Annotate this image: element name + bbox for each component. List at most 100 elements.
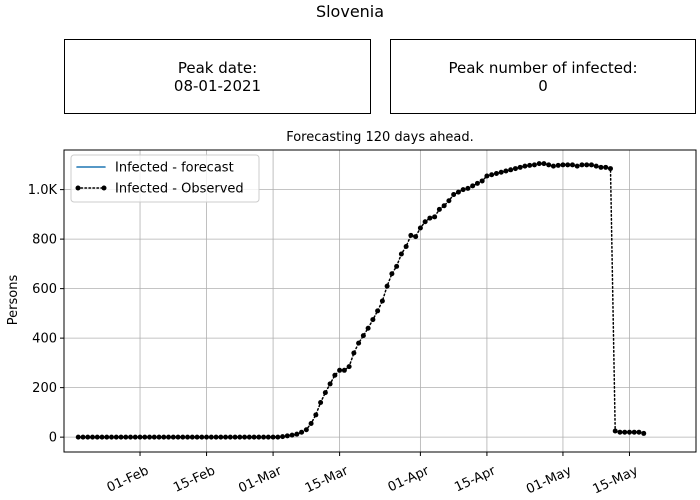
data-point bbox=[360, 333, 366, 339]
x-tick-label: 01-Mar bbox=[236, 463, 284, 496]
data-point bbox=[479, 178, 485, 184]
y-tick-label: 200 bbox=[32, 381, 57, 396]
data-point bbox=[132, 434, 138, 440]
data-point bbox=[299, 429, 305, 435]
data-point bbox=[565, 162, 571, 168]
data-point bbox=[603, 164, 609, 170]
data-point bbox=[598, 164, 604, 170]
figure-title: Slovenia bbox=[315, 2, 385, 21]
data-point bbox=[379, 298, 385, 304]
data-point bbox=[403, 244, 409, 250]
data-point bbox=[194, 434, 200, 440]
data-point bbox=[289, 432, 295, 438]
x-tick-label: 01-Apr bbox=[386, 463, 432, 495]
data-point bbox=[408, 232, 414, 238]
data-point bbox=[398, 251, 404, 257]
series-layer bbox=[75, 161, 647, 440]
legend-marker bbox=[75, 185, 81, 191]
data-point bbox=[175, 434, 181, 440]
data-point bbox=[641, 430, 647, 436]
chart-title: Forecasting 120 days ahead. bbox=[286, 130, 474, 145]
data-point bbox=[546, 162, 552, 168]
data-point bbox=[427, 215, 433, 221]
data-point bbox=[218, 434, 224, 440]
data-point bbox=[147, 434, 153, 440]
data-point bbox=[213, 434, 219, 440]
data-point bbox=[593, 163, 599, 169]
data-point bbox=[474, 180, 480, 186]
data-point bbox=[189, 434, 195, 440]
data-point bbox=[617, 429, 623, 435]
y-tick-label: 400 bbox=[32, 332, 57, 347]
y-tick-label: 800 bbox=[32, 233, 57, 248]
data-point bbox=[384, 283, 390, 289]
data-point bbox=[375, 308, 381, 314]
x-tick-label: 15-Apr bbox=[452, 463, 498, 495]
data-point bbox=[394, 263, 400, 269]
data-point bbox=[265, 434, 271, 440]
data-point bbox=[123, 434, 129, 440]
data-point bbox=[261, 434, 267, 440]
data-point bbox=[237, 434, 243, 440]
data-point bbox=[94, 434, 100, 440]
data-point bbox=[584, 162, 590, 168]
data-point bbox=[294, 431, 300, 437]
data-point bbox=[356, 340, 362, 346]
data-point bbox=[232, 434, 238, 440]
data-point bbox=[270, 434, 276, 440]
x-tick-label: 15-May bbox=[591, 463, 641, 497]
data-point bbox=[80, 434, 86, 440]
data-point bbox=[170, 434, 176, 440]
data-point bbox=[180, 434, 186, 440]
data-point bbox=[517, 164, 523, 170]
data-point bbox=[199, 434, 205, 440]
data-point bbox=[327, 381, 333, 387]
peak-infected-label: Peak number of infected: bbox=[448, 58, 638, 77]
data-point bbox=[151, 434, 157, 440]
data-point bbox=[550, 163, 556, 169]
data-point bbox=[470, 183, 476, 189]
data-point bbox=[227, 434, 233, 440]
data-point bbox=[527, 162, 533, 168]
data-point bbox=[569, 162, 575, 168]
x-tick-label: 15-Mar bbox=[303, 463, 351, 496]
data-point bbox=[99, 434, 105, 440]
data-point bbox=[626, 429, 632, 435]
data-point bbox=[251, 434, 257, 440]
data-point bbox=[612, 428, 618, 434]
peak-date-box: Peak date: 08-01-2021 bbox=[64, 39, 371, 114]
data-point bbox=[541, 161, 547, 167]
data-point bbox=[242, 434, 248, 440]
data-point bbox=[370, 317, 376, 323]
legend-label-0: Infected - forecast bbox=[115, 161, 234, 176]
data-point bbox=[512, 166, 518, 172]
data-point bbox=[536, 161, 542, 167]
x-tick-label: 01-Feb bbox=[105, 463, 151, 495]
peak-infected-box: Peak number of infected: 0 bbox=[390, 39, 696, 114]
plot-frame bbox=[63, 149, 697, 453]
data-point bbox=[522, 163, 528, 169]
data-point bbox=[137, 434, 143, 440]
data-point bbox=[337, 367, 343, 373]
data-point bbox=[555, 162, 561, 168]
data-point bbox=[322, 390, 328, 396]
data-point bbox=[85, 434, 91, 440]
data-point bbox=[256, 434, 262, 440]
y-axis-label: Persons bbox=[6, 275, 21, 326]
data-point bbox=[531, 162, 537, 168]
data-point bbox=[389, 271, 395, 277]
data-point bbox=[351, 350, 357, 356]
peak-date-label: Peak date: bbox=[177, 58, 258, 77]
data-point bbox=[413, 234, 419, 240]
data-point bbox=[622, 429, 628, 435]
data-point bbox=[422, 219, 428, 225]
x-tick-label: 01-May bbox=[524, 463, 574, 497]
data-point bbox=[498, 169, 504, 175]
data-point bbox=[204, 434, 210, 440]
y-tick-label: 600 bbox=[32, 282, 57, 297]
data-point bbox=[185, 434, 191, 440]
data-point bbox=[161, 434, 167, 440]
data-point bbox=[313, 412, 319, 418]
legend: Infected - forecast Infected - Observed bbox=[70, 154, 260, 203]
data-point bbox=[156, 434, 162, 440]
